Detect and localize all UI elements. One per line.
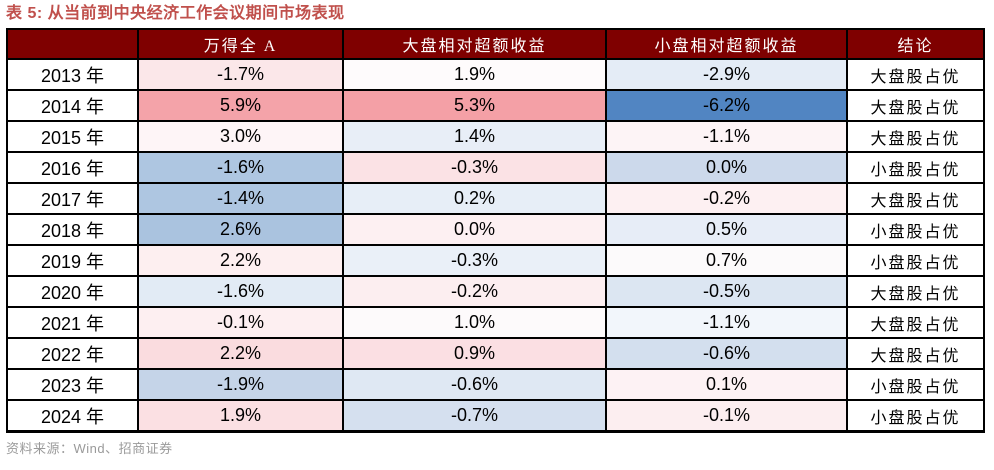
small-cap-excess-cell: -0.2% bbox=[605, 182, 848, 215]
wind-all-a-cell: 3.0% bbox=[137, 120, 344, 153]
small-cap-excess-cell: 0.1% bbox=[605, 368, 848, 401]
year-cell: 2018 年 bbox=[6, 213, 139, 246]
conclusion-cell: 大盘股占优 bbox=[846, 120, 985, 153]
wind-all-a-cell: -1.6% bbox=[137, 151, 344, 184]
conclusion-cell: 大盘股占优 bbox=[846, 275, 985, 308]
table-row-2016: 2016 年 -1.6% -0.3% 0.0% 小盘股占优 bbox=[6, 151, 985, 184]
table-row-2022: 2022 年 2.2% 0.9% -0.6% 大盘股占优 bbox=[6, 337, 985, 370]
wind-all-a-cell: -0.1% bbox=[137, 306, 344, 339]
year-cell: 2016 年 bbox=[6, 151, 139, 184]
table-row-2024: 2024 年 1.9% -0.7% -0.1% 小盘股占优 bbox=[6, 399, 985, 433]
wind-all-a-cell: 2.2% bbox=[137, 337, 344, 370]
year-cell: 2013 年 bbox=[6, 58, 139, 91]
wind-all-a-cell: -1.9% bbox=[137, 368, 344, 401]
year-cell: 2024 年 bbox=[6, 399, 139, 433]
small-cap-excess-cell: -0.1% bbox=[605, 399, 848, 433]
header-cell-large-cap-excess: 大盘相对超额收益 bbox=[342, 28, 607, 60]
table-row-2014: 2014 年 5.9% 5.3% -6.2% 大盘股占优 bbox=[6, 89, 985, 122]
wind-all-a-cell: 2.2% bbox=[137, 244, 344, 277]
small-cap-excess-cell: -2.9% bbox=[605, 58, 848, 91]
conclusion-cell: 小盘股占优 bbox=[846, 244, 985, 277]
source-note: 资料来源：Wind、招商证券 bbox=[6, 441, 173, 456]
wind-all-a-cell: -1.7% bbox=[137, 58, 344, 91]
year-cell: 2015 年 bbox=[6, 120, 139, 153]
year-cell: 2017 年 bbox=[6, 182, 139, 215]
wind-all-a-cell: 5.9% bbox=[137, 89, 344, 122]
conclusion-cell: 大盘股占优 bbox=[846, 306, 985, 339]
small-cap-excess-cell: 0.5% bbox=[605, 213, 848, 246]
market-performance-table: 万得全 A 大盘相对超额收益 小盘相对超额收益 结论 2013 年 -1.7% … bbox=[6, 28, 985, 433]
conclusion-cell: 小盘股占优 bbox=[846, 213, 985, 246]
large-cap-excess-cell: 1.4% bbox=[342, 120, 607, 153]
year-cell: 2014 年 bbox=[6, 89, 139, 122]
wind-all-a-cell: -1.6% bbox=[137, 275, 344, 308]
large-cap-excess-cell: -0.7% bbox=[342, 399, 607, 433]
table-row-2015: 2015 年 3.0% 1.4% -1.1% 大盘股占优 bbox=[6, 120, 985, 153]
large-cap-excess-cell: 0.2% bbox=[342, 182, 607, 215]
header-cell-conclusion: 结论 bbox=[846, 28, 985, 60]
small-cap-excess-cell: -0.5% bbox=[605, 275, 848, 308]
report-table-block: 表 5: 从当前到中央经济工作会议期间市场表现 万得全 A 大盘相对超额收益 小… bbox=[6, 5, 985, 456]
table-row-2019: 2019 年 2.2% -0.3% 0.7% 小盘股占优 bbox=[6, 244, 985, 277]
large-cap-excess-cell: 1.0% bbox=[342, 306, 607, 339]
header-cell-wind-all-a: 万得全 A bbox=[137, 28, 344, 60]
large-cap-excess-cell: 5.3% bbox=[342, 89, 607, 122]
conclusion-cell: 大盘股占优 bbox=[846, 58, 985, 91]
small-cap-excess-cell: 0.7% bbox=[605, 244, 848, 277]
year-cell: 2021 年 bbox=[6, 306, 139, 339]
small-cap-excess-cell: 0.0% bbox=[605, 151, 848, 184]
conclusion-cell: 小盘股占优 bbox=[846, 368, 985, 401]
year-cell: 2022 年 bbox=[6, 337, 139, 370]
header-cell-year bbox=[6, 28, 139, 60]
small-cap-excess-cell: -0.6% bbox=[605, 337, 848, 370]
large-cap-excess-cell: 0.0% bbox=[342, 213, 607, 246]
table-title: 表 5: 从当前到中央经济工作会议期间市场表现 bbox=[6, 5, 345, 22]
large-cap-excess-cell: -0.3% bbox=[342, 151, 607, 184]
wind-all-a-cell: 1.9% bbox=[137, 399, 344, 433]
table-row-2021: 2021 年 -0.1% 1.0% -1.1% 大盘股占优 bbox=[6, 306, 985, 339]
table-row-2023: 2023 年 -1.9% -0.6% 0.1% 小盘股占优 bbox=[6, 368, 985, 401]
conclusion-cell: 大盘股占优 bbox=[846, 182, 985, 215]
large-cap-excess-cell: -0.6% bbox=[342, 368, 607, 401]
year-cell: 2020 年 bbox=[6, 275, 139, 308]
header-row: 万得全 A 大盘相对超额收益 小盘相对超额收益 结论 bbox=[6, 28, 985, 60]
small-cap-excess-cell: -6.2% bbox=[605, 89, 848, 122]
table-row-2017: 2017 年 -1.4% 0.2% -0.2% 大盘股占优 bbox=[6, 182, 985, 215]
conclusion-cell: 大盘股占优 bbox=[846, 89, 985, 122]
table-row-2020: 2020 年 -1.6% -0.2% -0.5% 大盘股占优 bbox=[6, 275, 985, 308]
year-cell: 2019 年 bbox=[6, 244, 139, 277]
table-row-2018: 2018 年 2.6% 0.0% 0.5% 小盘股占优 bbox=[6, 213, 985, 246]
large-cap-excess-cell: 1.9% bbox=[342, 58, 607, 91]
header-cell-small-cap-excess: 小盘相对超额收益 bbox=[605, 28, 848, 60]
year-cell: 2023 年 bbox=[6, 368, 139, 401]
large-cap-excess-cell: -0.2% bbox=[342, 275, 607, 308]
large-cap-excess-cell: 0.9% bbox=[342, 337, 607, 370]
wind-all-a-cell: 2.6% bbox=[137, 213, 344, 246]
small-cap-excess-cell: -1.1% bbox=[605, 306, 848, 339]
wind-all-a-cell: -1.4% bbox=[137, 182, 344, 215]
large-cap-excess-cell: -0.3% bbox=[342, 244, 607, 277]
small-cap-excess-cell: -1.1% bbox=[605, 120, 848, 153]
conclusion-cell: 小盘股占优 bbox=[846, 399, 985, 433]
table-row-2013: 2013 年 -1.7% 1.9% -2.9% 大盘股占优 bbox=[6, 58, 985, 91]
conclusion-cell: 小盘股占优 bbox=[846, 151, 985, 184]
conclusion-cell: 大盘股占优 bbox=[846, 337, 985, 370]
